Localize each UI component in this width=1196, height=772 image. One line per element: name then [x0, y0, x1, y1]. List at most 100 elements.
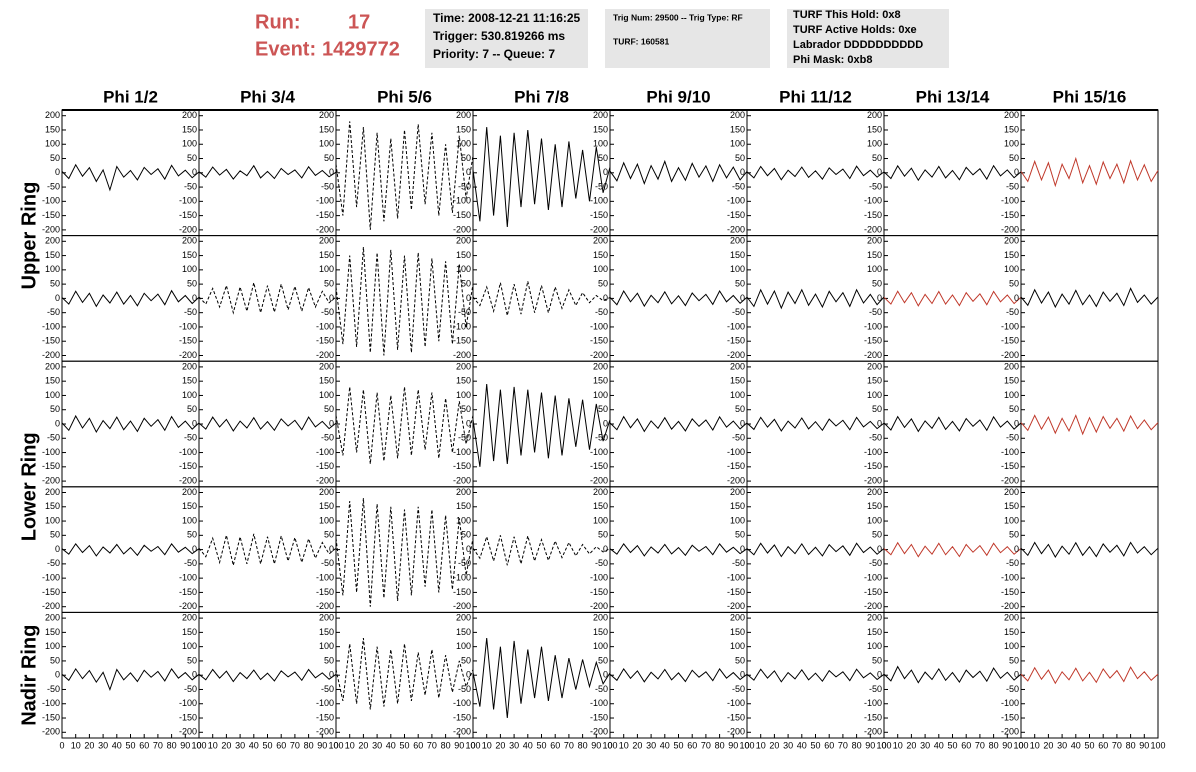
y-tick-label: 200: [456, 236, 471, 246]
y-tick-label: -100: [42, 321, 60, 331]
run-number: 17: [348, 11, 370, 33]
y-tick-label: 50: [735, 279, 745, 289]
y-tick-label: -50: [869, 684, 882, 694]
y-tick-label: 100: [730, 641, 745, 651]
ring-label: Nadir Ring: [18, 625, 40, 726]
y-tick-label: 150: [45, 250, 60, 260]
x-tick-label: 80: [715, 740, 725, 750]
y-tick-label: 150: [730, 124, 745, 134]
y-tick-label: 100: [182, 641, 197, 651]
y-tick-label: 50: [872, 153, 882, 163]
y-tick-label: -50: [47, 307, 60, 317]
y-tick-label: -150: [590, 461, 608, 471]
x-tick-label: 50: [673, 740, 683, 750]
y-tick-label: -100: [42, 698, 60, 708]
x-tick-label: 20: [495, 740, 505, 750]
y-tick-label: 100: [867, 641, 882, 651]
x-tick-label: 60: [1098, 740, 1108, 750]
y-tick-label: 150: [1004, 501, 1019, 511]
y-tick-label: -150: [864, 461, 882, 471]
y-tick-label: 0: [603, 293, 608, 303]
x-tick-label: 60: [687, 740, 697, 750]
column-title: Phi 3/4: [240, 87, 295, 106]
y-tick-label: 150: [730, 501, 745, 511]
y-tick-label: 50: [461, 530, 471, 540]
x-tick-label: 40: [934, 740, 944, 750]
y-tick-label: 100: [182, 264, 197, 274]
y-tick-label: 200: [1004, 361, 1019, 371]
waveform: [198, 668, 337, 683]
y-tick-label: -200: [42, 601, 60, 611]
y-tick-label: 200: [456, 361, 471, 371]
y-tick-label: 200: [319, 110, 334, 120]
x-tick-label: 0: [744, 740, 749, 750]
y-tick-label: -200: [316, 601, 334, 611]
x-tick-label: 30: [920, 740, 930, 750]
y-tick-label: 150: [867, 501, 882, 511]
info-line: TURF This Hold: 0x8: [793, 9, 901, 21]
y-tick-label: -50: [595, 433, 608, 443]
y-tick-label: 50: [1009, 655, 1019, 665]
waveform: [335, 498, 474, 607]
y-tick-label: 100: [593, 641, 608, 651]
y-tick-label: 150: [1004, 124, 1019, 134]
y-tick-label: 150: [45, 627, 60, 637]
y-tick-label: 0: [466, 293, 471, 303]
y-tick-label: 150: [319, 376, 334, 386]
x-tick-label: 60: [550, 740, 560, 750]
y-tick-label: -50: [1006, 684, 1019, 694]
y-tick-label: 100: [1004, 515, 1019, 525]
y-tick-label: -150: [179, 461, 197, 471]
x-tick-label: 90: [591, 740, 601, 750]
y-tick-label: 200: [730, 361, 745, 371]
y-tick-label: 150: [45, 501, 60, 511]
y-tick-label: 100: [45, 139, 60, 149]
waveform: [746, 668, 885, 683]
y-tick-label: -200: [864, 475, 882, 485]
y-tick-label: 50: [50, 279, 60, 289]
y-tick-label: 0: [466, 544, 471, 554]
y-tick-label: -150: [316, 712, 334, 722]
y-tick-label: -150: [316, 210, 334, 220]
y-tick-label: -150: [727, 461, 745, 471]
y-tick-label: 50: [324, 153, 334, 163]
x-tick-label: 0: [470, 740, 475, 750]
y-tick-label: -100: [179, 196, 197, 206]
panel-frame: [1020, 486, 1159, 613]
x-tick-label: 10: [345, 740, 355, 750]
x-tick-label: 100: [876, 740, 891, 750]
x-tick-label: 80: [441, 740, 451, 750]
y-tick-label: 150: [319, 250, 334, 260]
y-tick-label: -200: [590, 475, 608, 485]
y-tick-label: -150: [590, 336, 608, 346]
x-tick-label: 20: [84, 740, 94, 750]
x-tick-label: 50: [1084, 740, 1094, 750]
y-tick-label: -200: [590, 224, 608, 234]
y-tick-label: -50: [869, 558, 882, 568]
y-tick-label: -200: [453, 475, 471, 485]
x-tick-label: 10: [482, 740, 492, 750]
x-tick-label: 20: [632, 740, 642, 750]
y-tick-label: -150: [316, 336, 334, 346]
y-tick-label: 0: [1014, 544, 1019, 554]
y-tick-label: 50: [872, 530, 882, 540]
y-tick-label: -150: [453, 461, 471, 471]
y-tick-label: 100: [456, 264, 471, 274]
y-tick-label: 100: [1004, 139, 1019, 149]
waveform: [746, 416, 885, 432]
y-tick-label: 150: [593, 124, 608, 134]
x-tick-label: 20: [221, 740, 231, 750]
x-tick-label: 90: [1002, 740, 1012, 750]
y-tick-label: -100: [179, 447, 197, 457]
y-tick-label: -150: [1001, 210, 1019, 220]
y-tick-label: -200: [42, 727, 60, 737]
y-tick-label: -200: [316, 350, 334, 360]
y-tick-label: 100: [319, 390, 334, 400]
x-tick-label: 100: [602, 740, 617, 750]
y-tick-label: -100: [316, 196, 334, 206]
x-tick-label: 70: [838, 740, 848, 750]
y-tick-label: 0: [55, 418, 60, 428]
y-tick-label: -50: [458, 181, 471, 191]
info-line: Priority: 7 -- Queue: 7: [433, 47, 555, 61]
y-tick-label: -100: [453, 447, 471, 457]
